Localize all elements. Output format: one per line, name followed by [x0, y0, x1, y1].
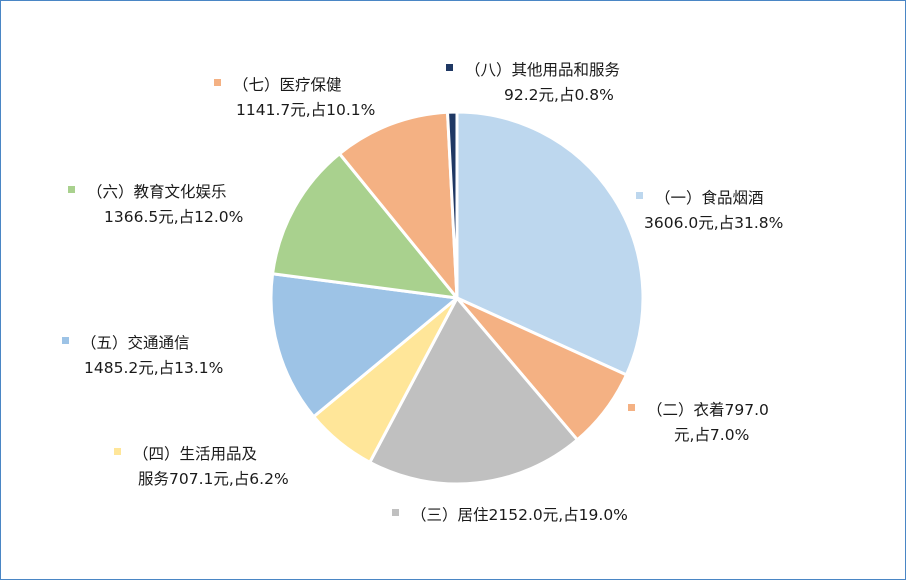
pie-slice-6: [271, 152, 459, 300]
slice-1-value: 3606.0元,占31.8%: [644, 214, 784, 232]
label-slice-4: （四）生活用品及 服务707.1元,占6.2%: [114, 442, 289, 492]
legend-swatch-4: [114, 448, 121, 455]
legend-swatch-7: [214, 79, 221, 86]
slice-8-value: 92.2元,占0.8%: [504, 86, 614, 104]
pie-slice-8: [446, 110, 459, 300]
slice-8-name: （八）其他用品和服务: [465, 61, 621, 79]
legend-swatch-5: [62, 337, 69, 344]
slice-1-name: （一）食品烟酒: [655, 189, 764, 207]
slice-7-value: 1141.7元,占10.1%: [236, 101, 376, 119]
label-slice-8: （八）其他用品和服务 92.2元,占0.8%: [446, 58, 620, 108]
legend-swatch-3: [392, 509, 399, 516]
pie-slice-5: [269, 272, 459, 419]
legend-swatch-6: [68, 186, 75, 193]
label-slice-1: （一）食品烟酒 3606.0元,占31.8%: [636, 186, 783, 236]
slice-5-value: 1485.2元,占13.1%: [84, 359, 224, 377]
pie-slice-3: [368, 296, 579, 486]
slice-4-name: （四）生活用品及: [133, 445, 258, 463]
label-slice-7: （七）医疗保健 1141.7元,占10.1%: [214, 73, 375, 123]
legend-swatch-2: [628, 404, 635, 411]
pie-slice-7: [338, 110, 459, 300]
slice-2-value: 元,占7.0%: [674, 426, 750, 444]
legend-swatch-8: [446, 64, 453, 71]
label-slice-3: （三）居住2152.0元,占19.0%: [392, 503, 628, 528]
pie-slice-1: [455, 110, 645, 377]
slice-7-name: （七）医疗保健: [233, 76, 342, 94]
slice-6-name: （六）教育文化娱乐: [87, 183, 227, 201]
slice-3-name: （三）居住2152.0元,占19.0%: [411, 506, 628, 524]
label-slice-6: （六）教育文化娱乐 1366.5元,占12.0%: [68, 180, 243, 230]
label-slice-5: （五）交通通信 1485.2元,占13.1%: [62, 331, 223, 381]
slice-6-value: 1366.5元,占12.0%: [104, 208, 244, 226]
slice-4-value: 服务707.1元,占6.2%: [138, 470, 289, 488]
label-slice-2: （二）衣着797.0 元,占7.0%: [628, 398, 769, 448]
legend-swatch-1: [636, 192, 643, 199]
slice-2-name: （二）衣着797.0: [647, 401, 769, 419]
slice-5-name: （五）交通通信: [81, 334, 190, 352]
